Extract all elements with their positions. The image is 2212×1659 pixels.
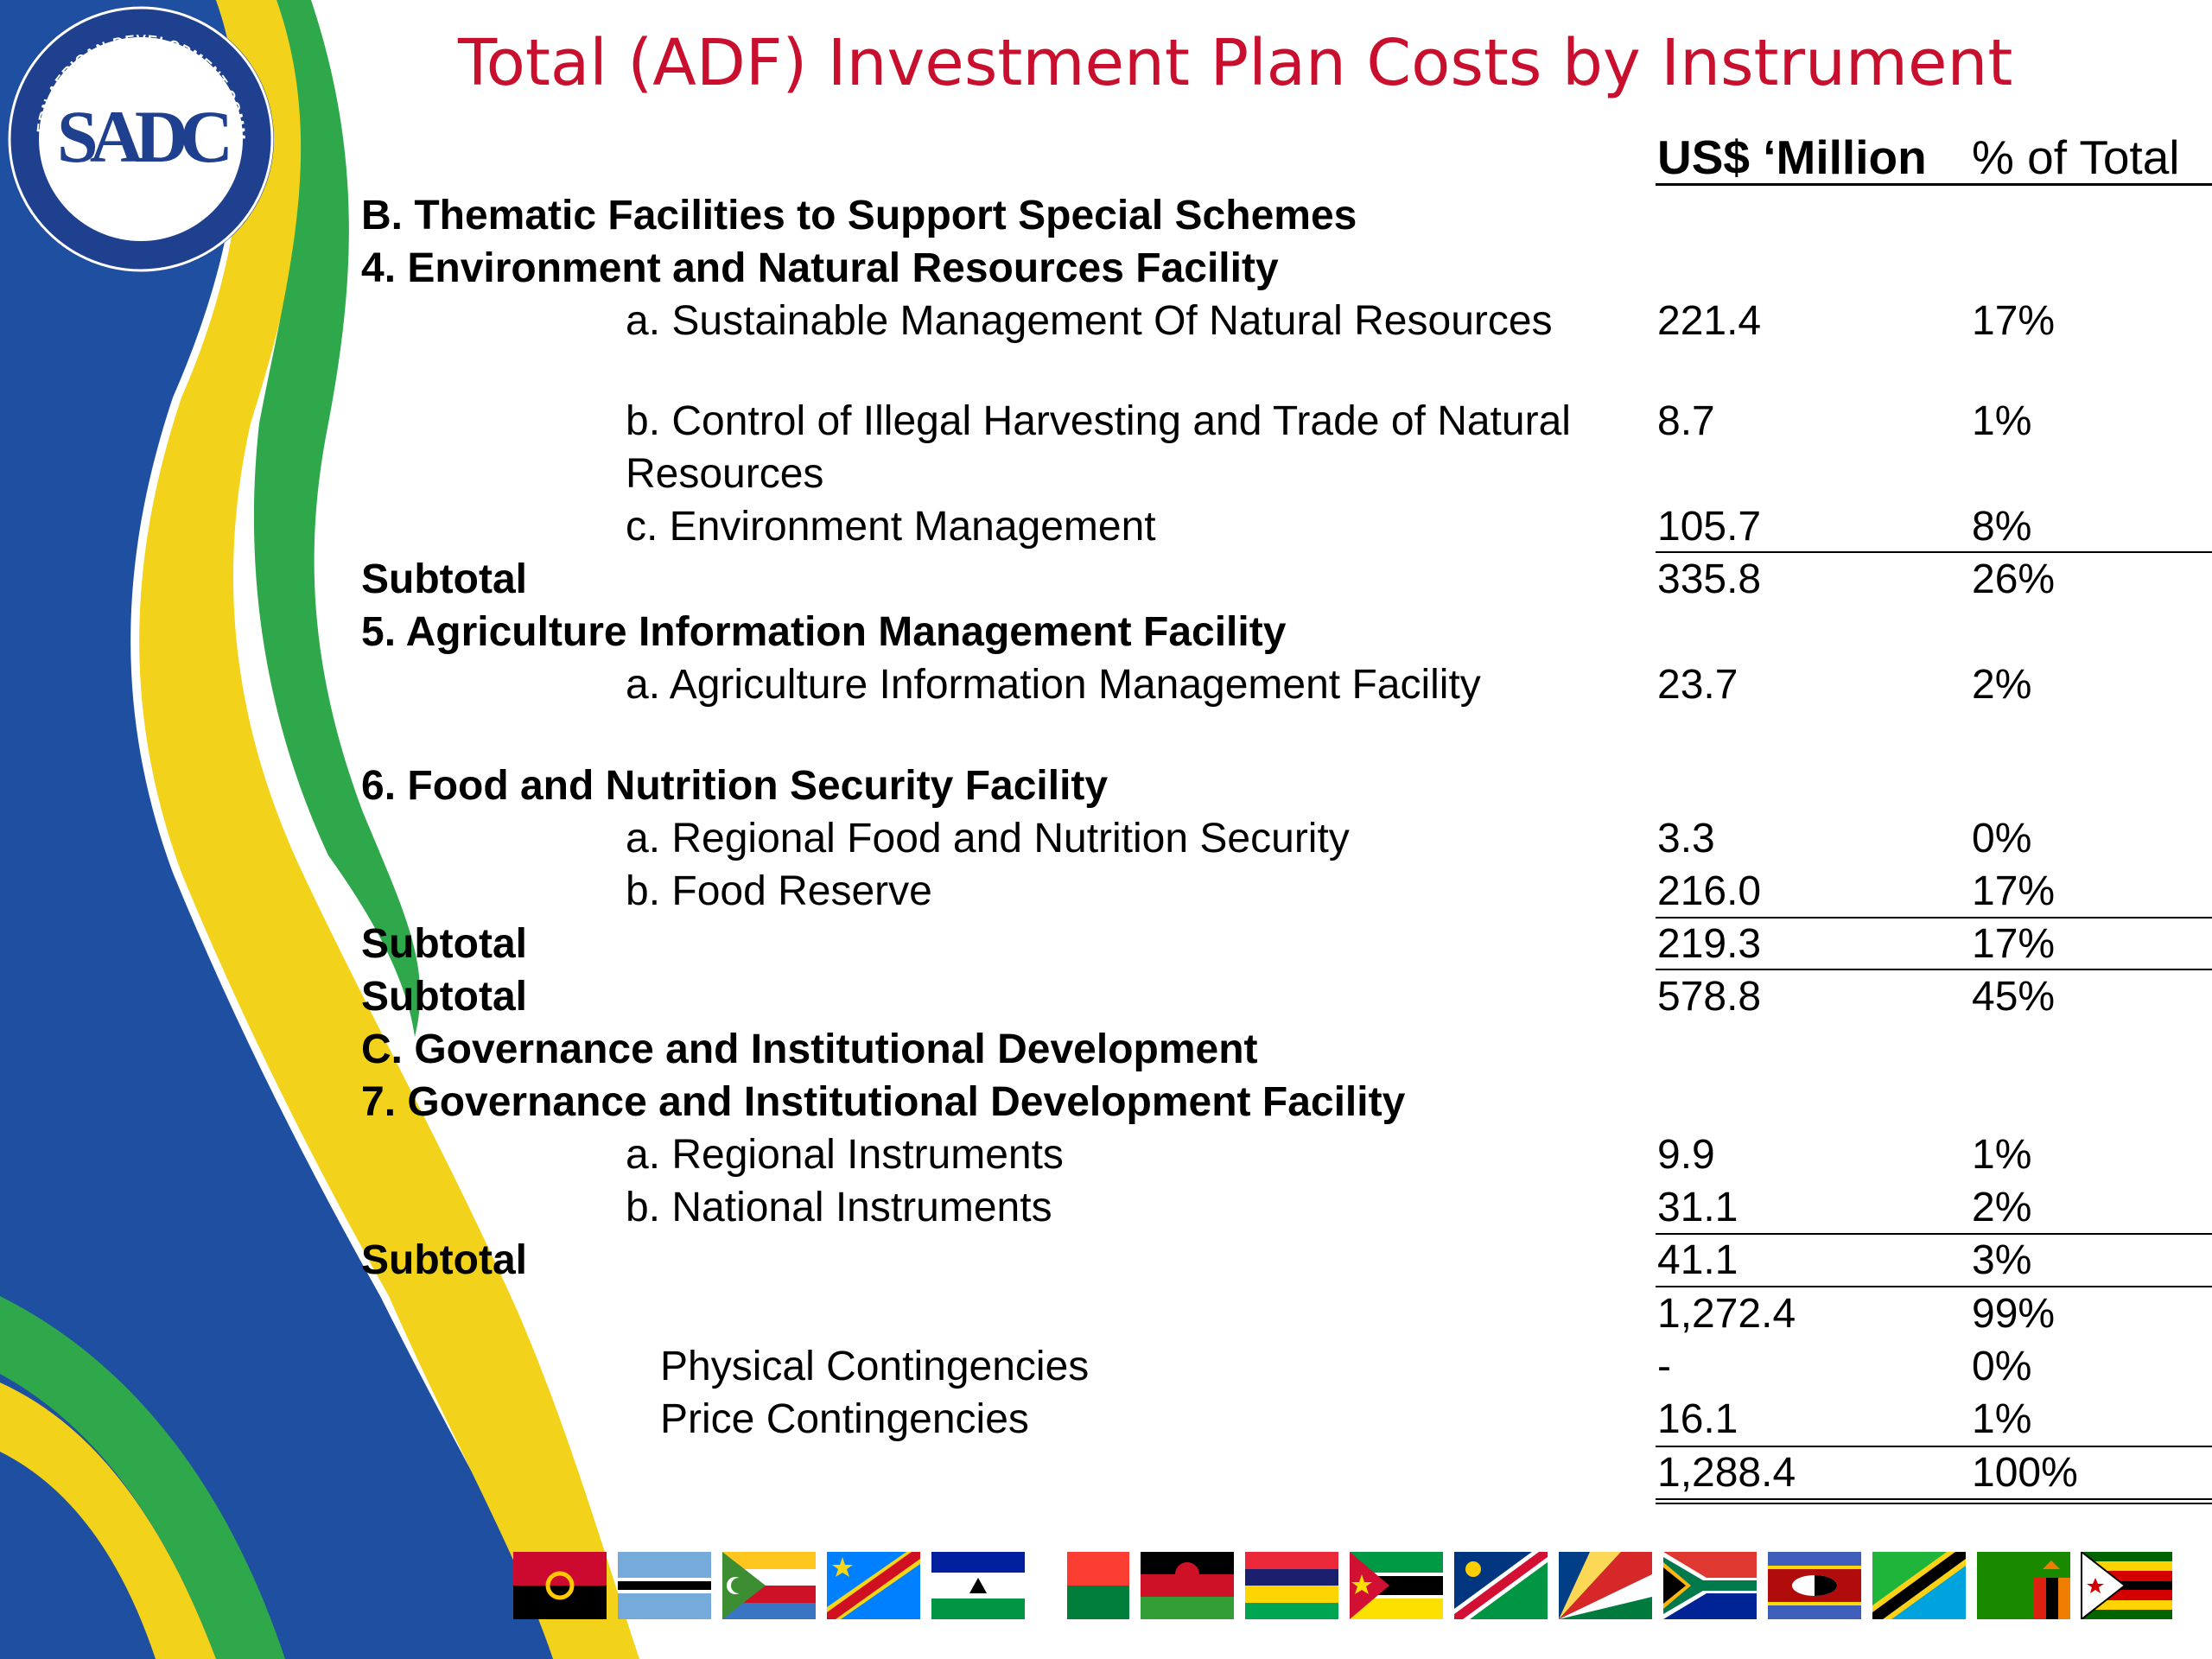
subtotal-label: Subtotal [361,1237,527,1283]
subtotal-percent: 45% [1972,974,2056,1020]
base-total-usd: 1,272.4 [1657,1291,1796,1337]
header-underline [1656,183,2212,186]
base-total-percent: 99% [1972,1291,2056,1337]
subtotal-rule [1656,1233,2212,1235]
subtotal-label: Subtotal [361,974,527,1020]
subtotal-usd: 219.3 [1657,921,1762,967]
flag-zimbabwe [2081,1552,2172,1619]
line-item-label: a. Regional Food and Nutrition Security [626,816,1350,861]
line-item-label: c. Environment Management [626,504,1156,550]
line-item-percent: 1% [1972,1132,2032,1178]
line-item-label: a. Regional Instruments [626,1132,1064,1178]
flag-eswatini [1768,1552,1861,1619]
subtotal-rule [1656,969,2212,970]
grand-total-double-rule [1656,1503,2212,1504]
subtotal-label: Subtotal [361,556,527,602]
flag-malawi [1141,1552,1234,1619]
flag-namibia [1454,1552,1548,1619]
flag-seychelles [1559,1552,1652,1619]
page-title: Total (ADF) Investment Plan Costs by Ins… [458,26,2013,100]
line-item-label: a. Sustainable Management Of Natural Res… [626,298,1553,344]
subtotal-label: Subtotal [361,921,527,967]
column-header-usd: US$ ‘Million [1657,130,1927,184]
flag-dr-congo [827,1552,920,1619]
facility-heading: 7. Governance and Institutional Developm… [361,1079,1406,1125]
wave-yellow-lower [0,1382,216,1659]
line-item-percent: 2% [1972,1185,2032,1230]
flag-mozambique [1350,1552,1443,1619]
flag-zambia [1977,1552,2070,1619]
contingency-percent: 1% [1972,1396,2032,1442]
subtotal-usd: 578.8 [1657,974,1762,1020]
contingency-usd: - [1657,1344,1671,1389]
line-item-usd: 221.4 [1657,298,1762,344]
subtotal-usd: 41.1 [1657,1237,1738,1283]
subtotal-percent: 17% [1972,921,2056,967]
section-heading: B. Thematic Facilities to Support Specia… [361,193,1357,238]
contingency-label: Price Contingencies [660,1396,1029,1442]
member-flags [513,1552,2172,1619]
section-heading: C. Governance and Institutional Developm… [361,1027,1258,1072]
grand-total-rule [1656,1446,2212,1447]
facility-heading: 4. Environment and Natural Resources Fac… [361,245,1279,291]
wave-blue [0,0,570,1659]
line-item-usd: 8.7 [1657,398,1715,444]
line-item-percent: 17% [1972,298,2056,344]
flag-botswana [618,1552,711,1619]
flag-madagascar [1036,1552,1129,1619]
line-item-usd: 105.7 [1657,504,1762,550]
wave-yellow [139,0,639,1659]
line-item-label: b. National Instruments [626,1185,1052,1230]
flag-comoros [722,1552,816,1619]
total-rule [1656,1286,2212,1287]
line-item-usd: 23.7 [1657,662,1738,708]
flag-angola [513,1552,607,1619]
sadc-logo: SOUTHERN AFRICAN DEVELOPMENT COMMUNITY T… [3,2,274,272]
line-item-label: b. Control of Illegal Harvesting and Tra… [626,398,1571,444]
flag-tanzania [1872,1552,1966,1619]
line-item-label: b. Food Reserve [626,868,932,914]
contingency-usd: 16.1 [1657,1396,1738,1442]
wave-green-lower [0,1296,285,1659]
subtotal-usd: 335.8 [1657,556,1762,602]
grand-total-double-rule [1656,1498,2212,1500]
column-header-percent: % of Total [1972,130,2180,184]
line-item-usd: 3.3 [1657,816,1715,861]
logo-text: SADC [57,95,228,178]
facility-heading: 5. Agriculture Information Management Fa… [361,609,1287,655]
contingency-percent: 0% [1972,1344,2032,1389]
grand-total-usd: 1,288.4 [1657,1450,1796,1496]
line-item-usd: 31.1 [1657,1185,1738,1230]
flag-lesotho [931,1552,1025,1619]
line-item-percent: 8% [1972,504,2032,550]
line-item-label-continued: Resources [626,451,824,497]
line-item-label: a. Agriculture Information Management Fa… [626,662,1481,708]
line-item-percent: 0% [1972,816,2032,861]
subtotal-percent: 3% [1972,1237,2032,1283]
subtotal-rule [1656,917,2212,918]
line-item-usd: 9.9 [1657,1132,1715,1178]
flag-south-africa [1663,1552,1757,1619]
wave-green [253,0,421,1037]
grand-total-percent: 100% [1972,1450,2078,1496]
line-item-percent: 2% [1972,662,2032,708]
line-item-percent: 17% [1972,868,2056,914]
subtotal-percent: 26% [1972,556,2056,602]
subtotal-rule [1656,551,2212,553]
contingency-label: Physical Contingencies [660,1344,1090,1389]
line-item-usd: 216.0 [1657,868,1762,914]
flag-mauritius [1245,1552,1338,1619]
facility-heading: 6. Food and Nutrition Security Facility [361,763,1109,809]
line-item-percent: 1% [1972,398,2032,444]
